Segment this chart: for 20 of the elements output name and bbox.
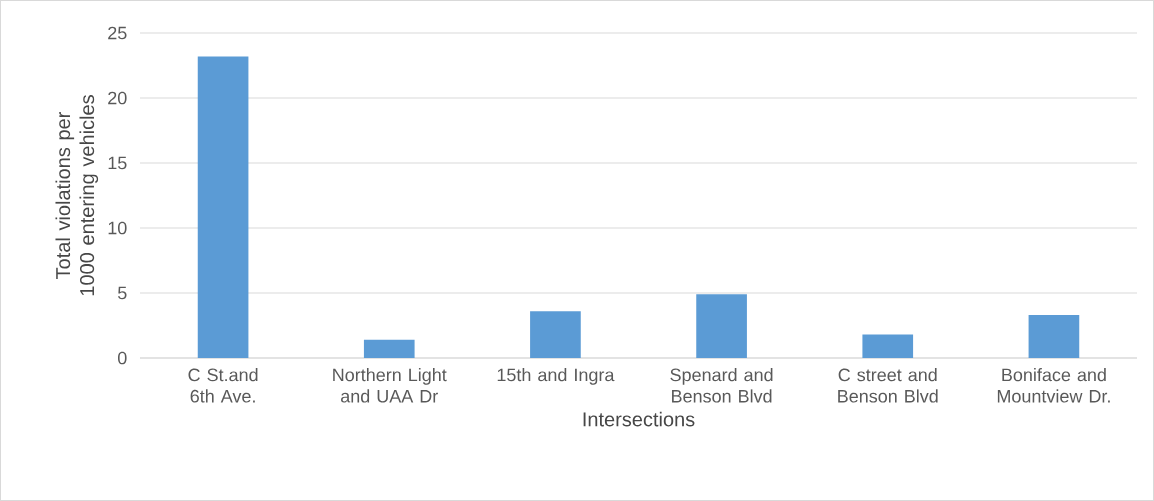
x-tick-label: C St.and 6th Ave. bbox=[188, 368, 258, 403]
bar bbox=[696, 294, 747, 358]
y-tick-label: 25 bbox=[108, 26, 127, 40]
y-tick-label: 10 bbox=[108, 221, 127, 235]
bar bbox=[530, 311, 581, 358]
x-axis-title: Intersections bbox=[583, 411, 695, 427]
x-tick-label: C street and Benson Blvd bbox=[838, 368, 938, 403]
x-tick-label: Boniface and Mountview Dr. bbox=[997, 368, 1110, 403]
y-tick-label: 15 bbox=[108, 156, 127, 170]
x-tick-label: Northern Light and UAA Dr bbox=[333, 368, 447, 403]
y-tick-label: 0 bbox=[117, 351, 127, 365]
bar bbox=[1028, 315, 1080, 358]
bar bbox=[363, 339, 415, 358]
y-tick-label: 20 bbox=[108, 91, 127, 105]
bar bbox=[862, 334, 914, 358]
y-tick-label: 5 bbox=[117, 286, 127, 300]
x-tick-label: Spenard and Benson Blvd bbox=[670, 368, 773, 403]
x-tick-label: 15th and Ingra bbox=[497, 368, 615, 385]
bar bbox=[197, 56, 249, 358]
y-axis-title: Total violations per 1000 entering vehicles bbox=[55, 95, 99, 296]
